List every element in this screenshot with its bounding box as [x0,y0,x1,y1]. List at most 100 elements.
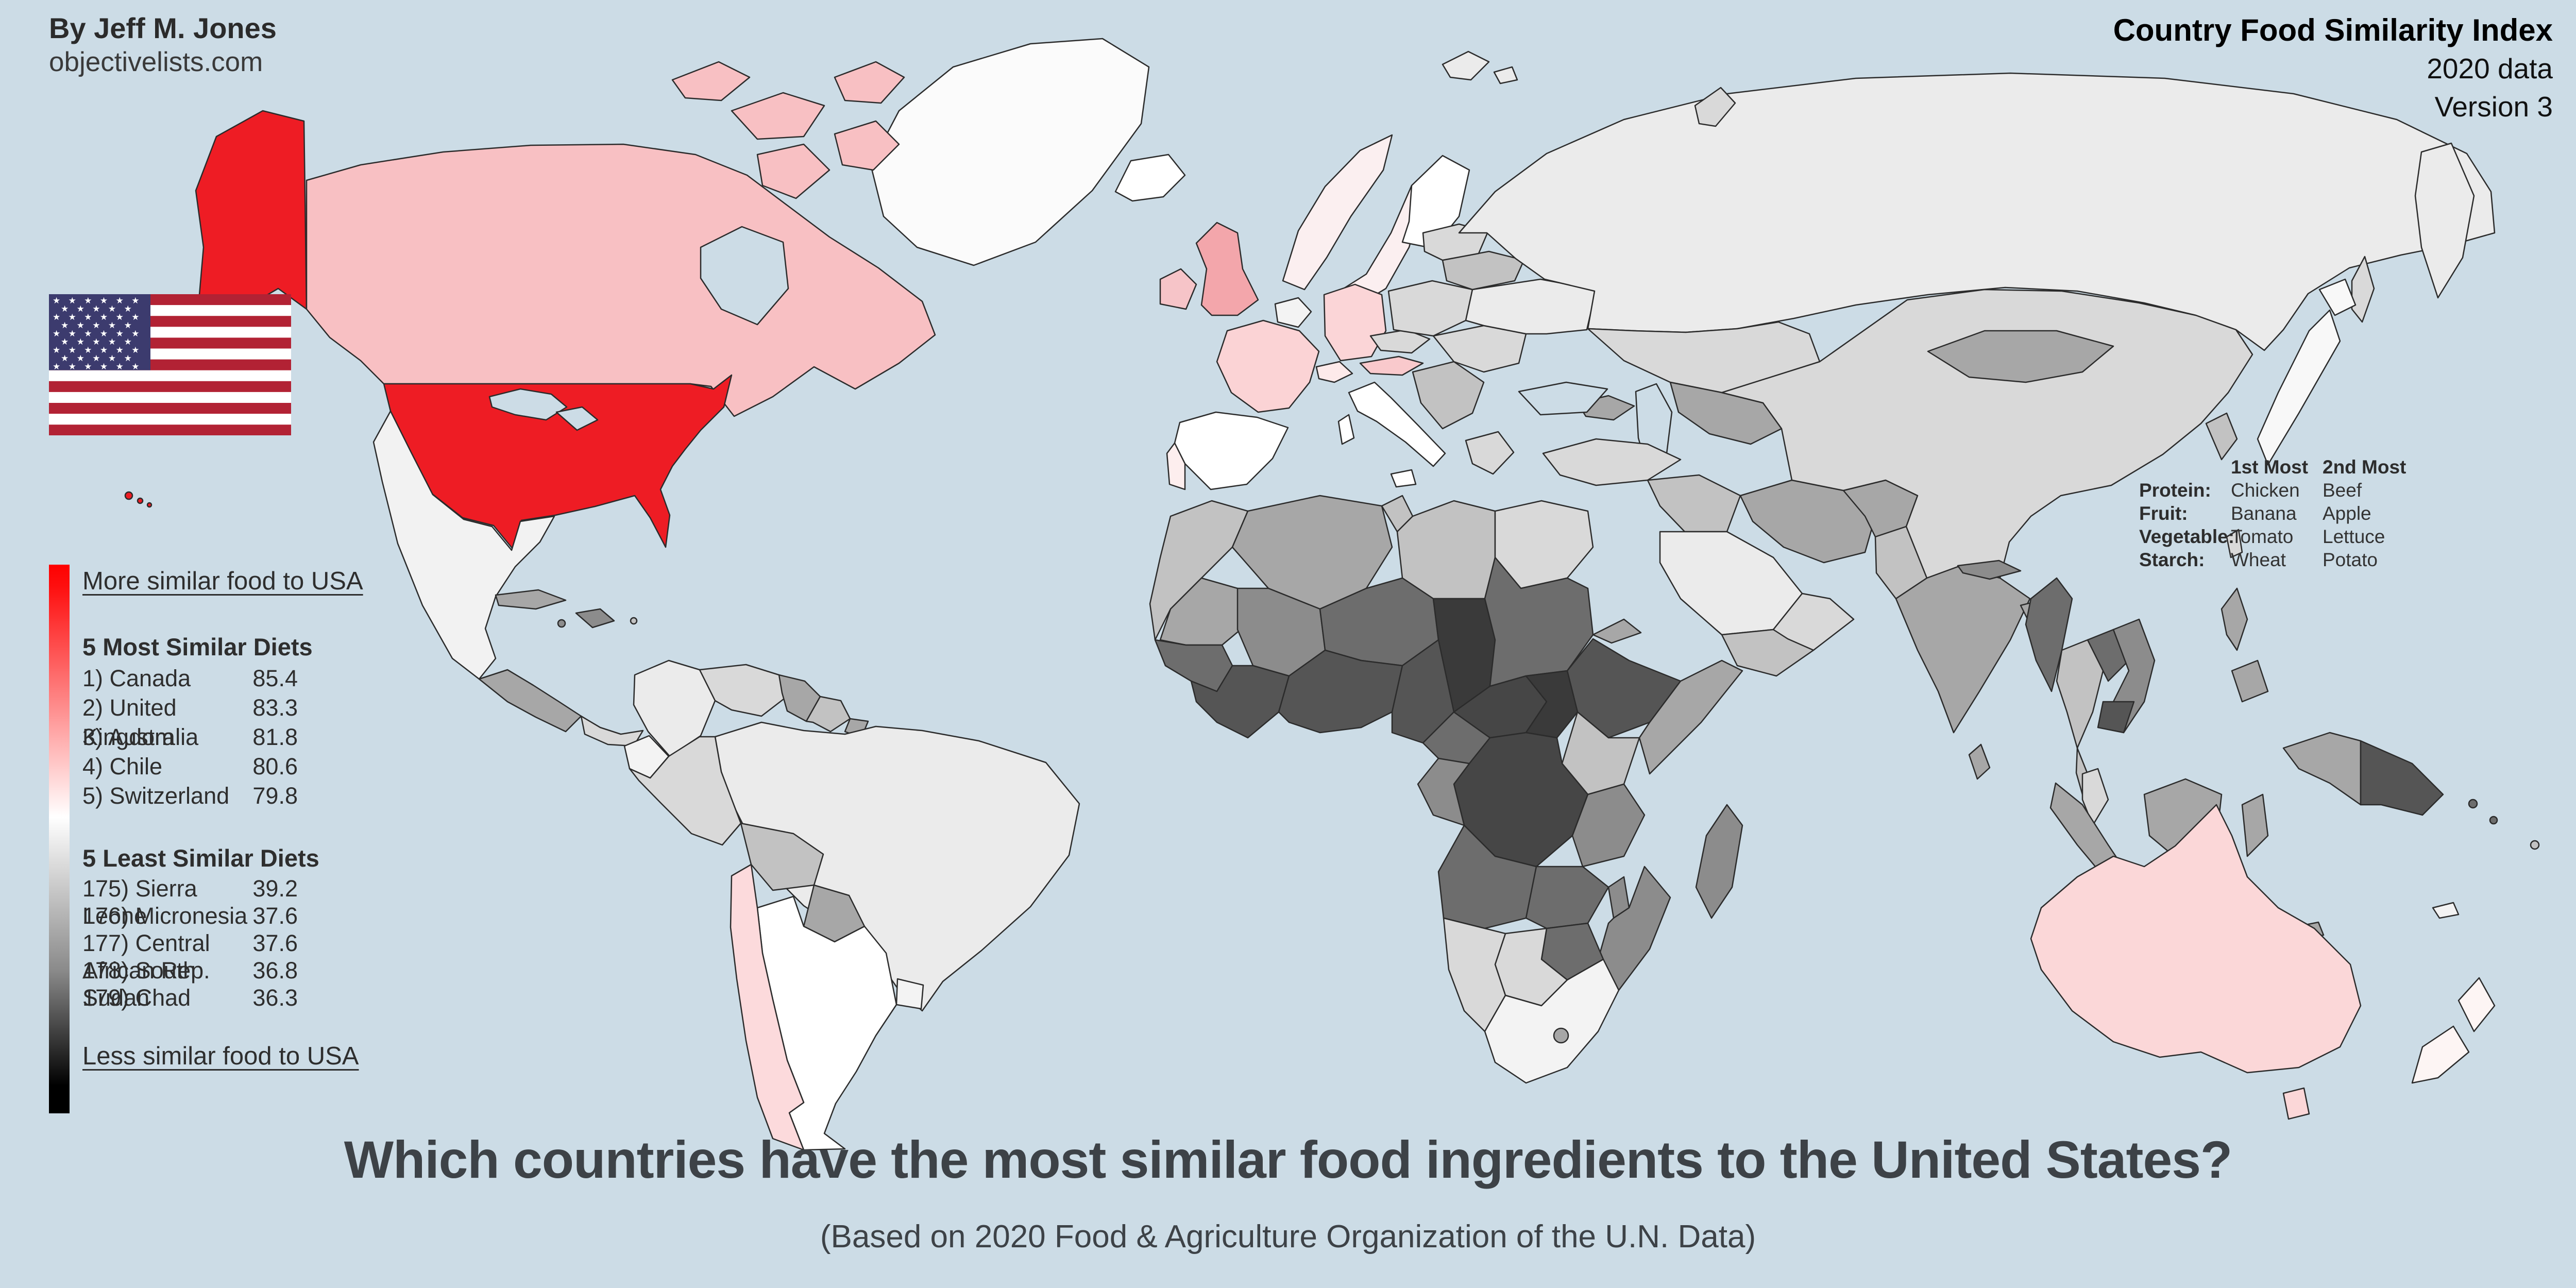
country-eritrea [1592,618,1642,644]
country-austria [1359,355,1424,376]
row-label: Starch: [2139,549,2205,570]
philippines-luzon [2221,587,2248,651]
flag-stars: ★ ★ ★ ★ ★ [61,320,134,331]
solomon-island [2468,799,2478,809]
country-suriname [805,696,851,733]
hawaii-island [124,491,133,500]
arctic-island [731,92,825,140]
country-label: 3) Australia [82,724,199,750]
country-label: 4) Chile [82,753,163,779]
sardinia [1337,414,1355,445]
sulawesi [2241,793,2269,857]
cell-value: Tomato [2231,526,2294,547]
index-title: Country Food Similarity Index [2113,13,2553,47]
country-mexico [372,410,555,680]
country-turkey [1542,438,1682,486]
country-hispaniola [575,608,615,629]
arctic-island [756,143,831,199]
arctic-island [834,120,900,171]
country-madagascar [1695,804,1743,919]
flag-stars: ★ ★ ★ ★ ★ [61,353,134,364]
main-question-title: Which countries have the most similar fo… [344,1130,2232,1189]
legend-most-heading: 5 Most Similar Diets [82,633,313,660]
row-label: Protein: [2139,480,2211,501]
country-switzerland [1315,361,1353,383]
country-label: 176) Micronesia [82,903,248,929]
version-label: Version 3 [2434,91,2553,123]
region-korea [2205,412,2238,461]
list-item: 2) United Kingdom 83.3 [82,693,298,750]
country-mauritania [1159,577,1254,646]
data-source-note: (Based on 2020 Food & Agriculture Organi… [820,1219,1756,1255]
list-item: 3) Australia 81.8 [82,722,298,752]
cell-value: Banana [2231,503,2297,524]
nz-south-island [2411,1025,2470,1084]
most-similar-list: 1) Canada 85.4 2) United Kingdom 83.3 3) A… [82,664,298,810]
country-mongolia [1927,330,2114,383]
row-label: Vegetable: [2139,526,2235,547]
score-value: 39.2 [252,875,298,902]
us-flag: ★ ★ ★ ★ ★ ★ ★ ★ ★ ★ ★ ★ ★ ★ ★ ★ ★ ★ ★ ★ … [49,294,291,435]
score-value: 83.3 [252,694,298,721]
cell-value: Lettuce [2323,526,2385,547]
novaya-zemlya [1694,87,1736,127]
svalbard [1442,50,1490,81]
score-value: 79.8 [252,783,298,809]
flag-stars: ★ ★ ★ ★ ★ ★ [53,345,142,355]
hawaii-island [137,497,144,504]
score-value: 36.8 [252,957,298,984]
country-iceland [1114,154,1186,202]
country-india [1895,566,2031,734]
great-lakes [488,388,568,421]
region-benelux [1274,297,1312,328]
country-italy [1348,381,1446,467]
legend-least-heading: 5 Least Similar Diets [82,844,319,872]
country-nepal [1957,560,2022,580]
philippines-mindanao [2231,659,2269,703]
legend-less-similar-label: Less similar food to USA [82,1042,359,1070]
country-uk [1195,222,1259,316]
list-item: 177) Central African Rep. 37.6 [82,929,298,984]
country-label: 179) Chad [82,985,191,1011]
country-label: 5) Switzerland [82,783,230,809]
country-myanmar [2025,577,2073,692]
cell-value: Chicken [2231,480,2300,501]
great-lakes [555,406,599,431]
country-label: 178) South Sudan [82,957,196,1011]
hudson-bay [700,226,789,326]
color-scale-gradient [49,565,70,1113]
country-china [1721,289,2253,579]
svalbard [1493,66,1518,84]
country-taiwan [2226,529,2243,558]
country-jamaica [557,619,566,628]
title-block: Country Food Similarity Index 2020 data … [2113,11,2553,126]
region-ivory-benin [1278,649,1403,734]
country-uruguay [895,978,924,1010]
column-header-1st: 1st Most [2231,456,2309,478]
country-angola [1437,824,1537,929]
flag-stars: ★ ★ ★ ★ ★ [61,337,134,347]
table-cell-empty [2139,456,2231,480]
top-foods-table: 1st Most 2nd Most Protein: Chicken Beef … [2139,456,2409,572]
list-item: 4) Chile 80.6 [82,752,298,781]
score-value: 37.6 [252,903,298,929]
flag-canton [49,294,150,370]
country-venezuela [699,664,789,717]
flag-stripe [49,414,291,425]
list-item: 179) Chad 36.3 [82,984,298,1011]
cell-value: Wheat [2231,549,2286,570]
list-item: 1) Canada 85.4 [82,664,298,693]
country-malaysia [2081,768,2109,826]
hokkaido [2318,278,2357,316]
country-chile [730,863,805,1151]
country-colombia [633,659,716,757]
country-france [1216,319,1320,413]
column-header-2nd: 2nd Most [2323,456,2406,478]
score-value: 81.8 [252,724,298,750]
country-greenland [870,38,1150,266]
country-fiji [2530,840,2540,850]
list-item: 175) Sierra Leone 39.2 [82,875,298,929]
country-japan [2257,309,2341,466]
